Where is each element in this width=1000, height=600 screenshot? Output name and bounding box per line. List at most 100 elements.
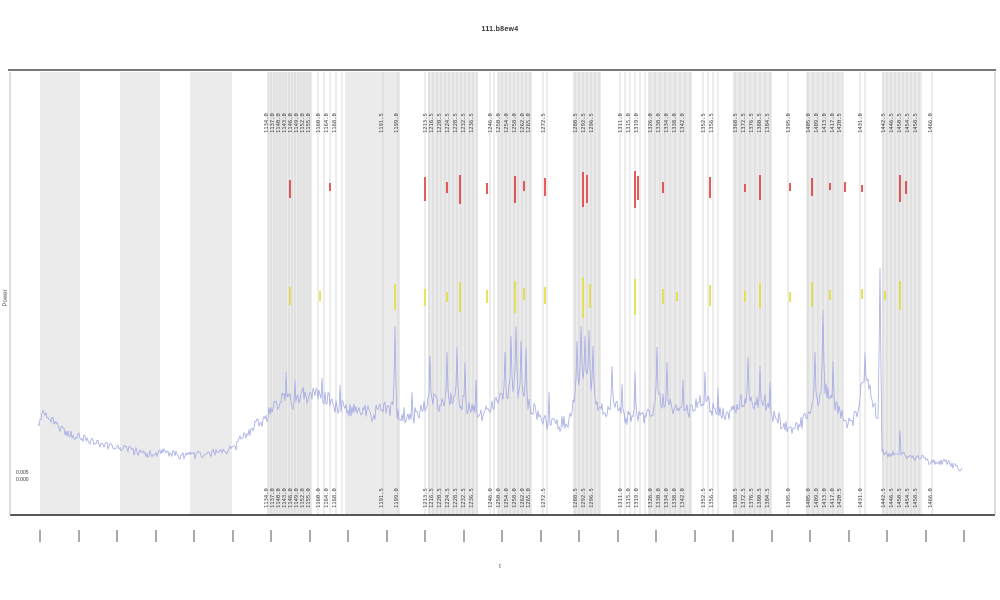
svg-text:1258.0: 1258.0 (512, 113, 518, 133)
svg-text:1146.0: 1146.0 (288, 113, 294, 133)
svg-text:1466.0: 1466.0 (928, 113, 934, 133)
svg-text:1450.5: 1450.5 (897, 488, 903, 508)
svg-text:1405.0: 1405.0 (806, 113, 812, 133)
svg-text:1213.5: 1213.5 (423, 488, 429, 508)
svg-text:1168.0: 1168.0 (332, 113, 338, 133)
svg-text:1356.5: 1356.5 (709, 488, 715, 508)
svg-text:1405.0: 1405.0 (806, 488, 812, 508)
svg-text:1155.0: 1155.0 (306, 488, 312, 508)
svg-text:1376.5: 1376.5 (749, 488, 755, 508)
svg-text:1191.5: 1191.5 (379, 113, 385, 133)
svg-text:1319.0: 1319.0 (634, 488, 640, 508)
svg-text:1330.0: 1330.0 (656, 488, 662, 508)
svg-text:1199.0: 1199.0 (394, 113, 400, 133)
svg-text:1413.0: 1413.0 (822, 488, 828, 508)
svg-text:1164.0: 1164.0 (324, 488, 330, 508)
x-axis-label: t (499, 564, 501, 570)
svg-text:1152.0: 1152.0 (300, 488, 306, 508)
svg-text:1246.0: 1246.0 (488, 488, 494, 508)
svg-text:1442.5: 1442.5 (881, 488, 887, 508)
svg-text:1311.0: 1311.0 (618, 488, 624, 508)
svg-text:1431.0: 1431.0 (858, 488, 864, 508)
svg-text:1330.0: 1330.0 (656, 113, 662, 133)
svg-text:1232.5: 1232.5 (461, 488, 467, 508)
svg-text:1250.0: 1250.0 (496, 113, 502, 133)
svg-text:1315.0: 1315.0 (626, 488, 632, 508)
chart-title: 111.b8ew4 (481, 26, 519, 33)
svg-text:1149.0: 1149.0 (294, 113, 300, 133)
flagged-channel-lines (267, 72, 933, 515)
svg-text:1265.0: 1265.0 (526, 488, 532, 508)
svg-text:1265.0: 1265.0 (526, 113, 532, 133)
svg-text:1326.0: 1326.0 (648, 113, 654, 133)
svg-text:1216.5: 1216.5 (429, 488, 435, 508)
svg-text:1450.5: 1450.5 (897, 113, 903, 133)
svg-text:1146.0: 1146.0 (288, 488, 294, 508)
svg-text:1292.5: 1292.5 (581, 488, 587, 508)
svg-text:1319.0: 1319.0 (634, 113, 640, 133)
svg-text:1140.0: 1140.0 (276, 113, 282, 133)
svg-text:1199.0: 1199.0 (394, 488, 400, 508)
svg-text:1372.5: 1372.5 (741, 113, 747, 133)
svg-text:1232.5: 1232.5 (461, 113, 467, 133)
svg-text:1326.0: 1326.0 (648, 488, 654, 508)
svg-text:1262.0: 1262.0 (520, 488, 526, 508)
y-axis-tick-labels: 0.005 0.000 (16, 470, 29, 484)
svg-text:1420.5: 1420.5 (837, 488, 843, 508)
svg-text:1420.5: 1420.5 (837, 113, 843, 133)
x-axis-ticks (39, 530, 965, 542)
svg-text:1380.5: 1380.5 (757, 113, 763, 133)
svg-text:1458.5: 1458.5 (913, 113, 919, 133)
svg-text:1149.0: 1149.0 (294, 488, 300, 508)
svg-text:1191.5: 1191.5 (379, 488, 385, 508)
svg-text:1220.5: 1220.5 (437, 488, 443, 508)
svg-text:1272.5: 1272.5 (541, 488, 547, 508)
svg-text:1216.5: 1216.5 (429, 113, 435, 133)
svg-text:1409.0: 1409.0 (814, 488, 820, 508)
svg-text:1236.5: 1236.5 (469, 113, 475, 133)
svg-text:1356.5: 1356.5 (709, 113, 715, 133)
svg-text:1442.5: 1442.5 (881, 113, 887, 133)
svg-text:1143.0: 1143.0 (282, 488, 288, 508)
svg-text:1228.5: 1228.5 (453, 488, 459, 508)
svg-text:1466.0: 1466.0 (928, 488, 934, 508)
svg-text:1384.5: 1384.5 (765, 113, 771, 133)
svg-text:1143.0: 1143.0 (282, 113, 288, 133)
svg-text:1213.5: 1213.5 (423, 113, 429, 133)
svg-text:1236.5: 1236.5 (469, 488, 475, 508)
svg-text:1137.0: 1137.0 (270, 113, 276, 133)
svg-text:1311.0: 1311.0 (618, 113, 624, 133)
svg-text:1220.5: 1220.5 (437, 113, 443, 133)
yellow-interference-marks (289, 277, 901, 318)
svg-text:1458.5: 1458.5 (913, 488, 919, 508)
svg-text:1395.0: 1395.0 (786, 113, 792, 133)
svg-text:1368.5: 1368.5 (733, 113, 739, 133)
y-tick-label: 0.000 (16, 477, 29, 483)
svg-text:1395.0: 1395.0 (786, 488, 792, 508)
y-tick-label: 0.005 (16, 470, 29, 476)
svg-text:1315.0: 1315.0 (626, 113, 632, 133)
svg-text:1258.0: 1258.0 (512, 488, 518, 508)
svg-text:1376.5: 1376.5 (749, 113, 755, 133)
svg-text:1372.5: 1372.5 (741, 488, 747, 508)
svg-text:1334.0: 1334.0 (664, 113, 670, 133)
svg-text:1262.0: 1262.0 (520, 113, 526, 133)
svg-text:1246.0: 1246.0 (488, 113, 494, 133)
svg-text:1160.0: 1160.0 (316, 113, 322, 133)
svg-text:1384.5: 1384.5 (765, 488, 771, 508)
svg-text:1224.5: 1224.5 (445, 488, 451, 508)
signal-trace (37, 267, 963, 472)
svg-text:1228.5: 1228.5 (453, 113, 459, 133)
svg-text:1140.0: 1140.0 (276, 488, 282, 508)
svg-text:1292.5: 1292.5 (581, 113, 587, 133)
svg-text:1224.5: 1224.5 (445, 113, 451, 133)
svg-text:1352.5: 1352.5 (701, 488, 707, 508)
svg-text:1454.5: 1454.5 (905, 488, 911, 508)
svg-text:1288.5: 1288.5 (573, 488, 579, 508)
svg-text:1338.0: 1338.0 (672, 113, 678, 133)
svg-text:1417.0: 1417.0 (830, 113, 836, 133)
svg-text:1134.0: 1134.0 (264, 113, 270, 133)
svg-text:1137.0: 1137.0 (270, 488, 276, 508)
